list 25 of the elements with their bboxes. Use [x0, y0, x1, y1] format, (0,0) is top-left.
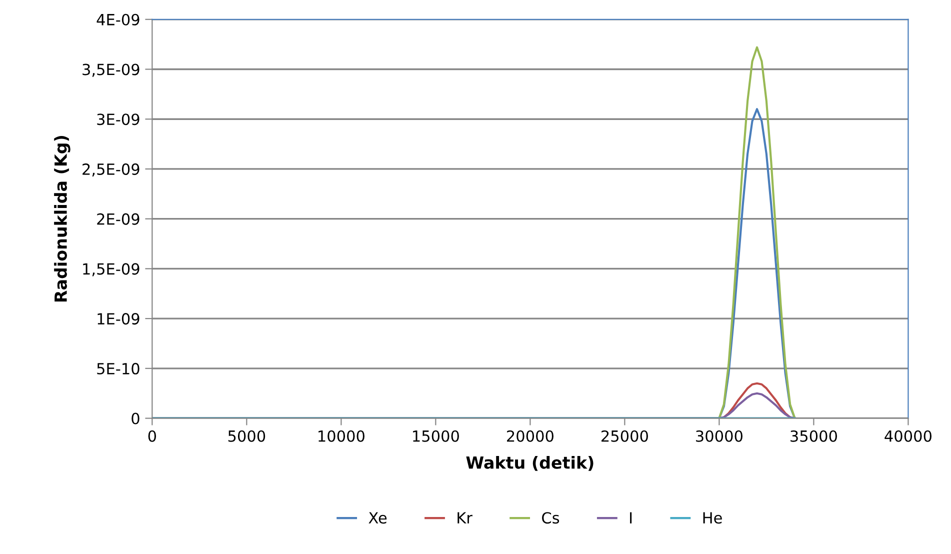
y-tick-label: 0	[132, 412, 140, 424]
x-tick-label: 10000	[318, 430, 364, 442]
x-tick-label: 35000	[790, 430, 837, 442]
y-tick-label: 1E-09	[98, 313, 140, 325]
y-axis-title: Radionuklida (Kg)	[54, 136, 70, 302]
y-tick-label: 5E-10	[97, 362, 140, 374]
legend-label: Kr	[458, 512, 472, 524]
y-tick-label: 3,5E-09	[82, 64, 140, 77]
legend-label: Xe	[368, 512, 387, 524]
x-tick-label: 15000	[413, 430, 459, 442]
legend-label: Cs	[542, 512, 560, 524]
x-tick-label: 20000	[507, 430, 554, 442]
x-tick-label: 25000	[602, 430, 648, 442]
legend-label: He	[703, 512, 722, 524]
legend-label: I	[630, 512, 632, 524]
x-tick-label: 30000	[696, 430, 742, 442]
y-tick-label: 2E-09	[97, 213, 140, 225]
y-tick-label: 2,5E-09	[82, 163, 140, 177]
y-tick-label: 3E-09	[97, 114, 140, 126]
x-tick-label: 5000	[228, 430, 266, 442]
y-tick-label: 1,5E-09	[83, 263, 140, 276]
x-tick-label: 0	[148, 430, 156, 442]
x-tick-label: 40000	[884, 430, 932, 442]
y-tick-label: 4E-09	[96, 14, 140, 26]
x-axis-title: Waktu (detik)	[466, 456, 594, 471]
